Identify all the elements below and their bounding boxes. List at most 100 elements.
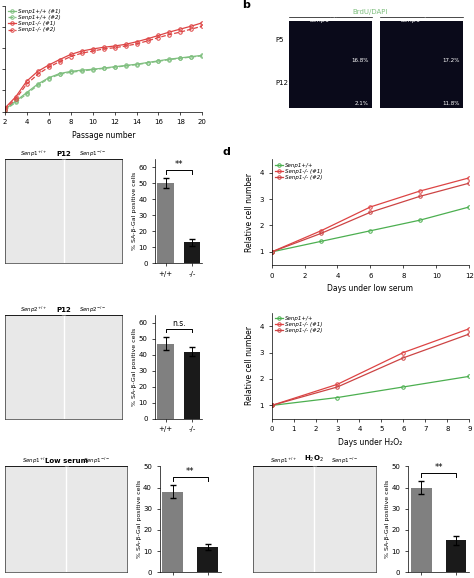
Bar [380,21,463,65]
Senp1-/- (#1) [145,35,150,42]
Senp1+/+ (#1) [2,106,8,113]
Senp1+/+ (#1) [155,57,161,64]
Senp1-/- (#2) [101,46,107,53]
Legend: Senp1+/+, Senp1-/- (#1), Senp1-/- (#2): Senp1+/+, Senp1-/- (#1), Senp1-/- (#2) [274,162,323,180]
Senp1+/+ [401,383,406,390]
Senp1-/- (#1) [200,19,205,26]
Senp1+/+ (#1) [13,98,18,105]
Text: P12: P12 [56,307,71,313]
Senp1-/- (#2) [13,95,18,102]
Senp1+/+ (#1) [134,61,139,68]
Senp1+/+ (#2) [145,60,150,66]
Bar [184,242,201,263]
Text: $Senp1^{+/+}$: $Senp1^{+/+}$ [310,15,340,25]
Senp1-/- (#2) [200,23,205,29]
Senp1-/- (#2) [112,45,118,51]
Text: $Senp1^{-/-}$: $Senp1^{-/-}$ [401,15,431,25]
Senp1+/+ (#1) [24,89,29,96]
Senp1-/- (#1) [35,68,41,75]
Senp1-/- (#2) [417,193,423,200]
Text: **: ** [434,462,443,472]
Senp1+/+ (#2) [46,75,52,82]
Senp1-/- (#1) [57,56,63,63]
Senp1-/- (#1) [90,46,95,53]
Senp1+/+ (#2) [189,54,194,61]
Text: 2.1%: 2.1% [355,101,368,106]
Senp1+/+ (#1) [90,66,95,73]
Text: **: ** [186,467,194,476]
Senp1+/+ (#2) [68,69,73,76]
Line: Senp1+/+ (#1): Senp1+/+ (#1) [3,54,204,112]
Y-axis label: % SA-β-Gal positive cells: % SA-β-Gal positive cells [132,328,137,406]
Senp1-/- (#2) [367,209,373,216]
Senp1+/+ (#2) [79,68,84,75]
Senp1+/+ (#1) [101,65,107,72]
Senp1+/+ (#2) [167,56,173,63]
Senp1-/- (#2) [24,81,29,88]
Senp1-/- (#1) [417,188,423,195]
Senp1-/- (#1) [189,23,194,29]
Text: BrdU/DAPI: BrdU/DAPI [353,9,388,15]
Text: b: b [242,1,250,10]
Senp1-/- (#1) [13,94,18,101]
Senp1-/- (#1) [269,402,274,409]
Line: Senp1-/- (#2): Senp1-/- (#2) [3,24,204,112]
Text: Low serum: Low serum [45,458,88,464]
Senp1+/+ (#1) [123,62,128,69]
Senp1+/+ (#1) [79,66,84,73]
Senp1+/+ [318,238,324,245]
Bar [411,487,432,572]
Senp1+/+ (#1) [200,52,205,59]
Senp1-/- (#1) [318,227,324,234]
Senp1+/+ [466,203,472,210]
Text: $Senp2^{-/-}$: $Senp2^{-/-}$ [79,305,107,315]
Text: n.s.: n.s. [172,318,186,328]
Legend: Senp1+/+ (#1), Senp1+/+ (#2), Senp1-/- (#1), Senp1-/- (#2): Senp1+/+ (#1), Senp1+/+ (#2), Senp1-/- (… [8,9,61,33]
Line: Senp1-/- (#1): Senp1-/- (#1) [3,21,204,110]
Senp1+/+ (#2) [134,61,139,68]
Senp1+/+ (#2) [24,90,29,97]
Bar [157,344,173,418]
Senp1-/- (#2) [2,106,8,113]
X-axis label: Days under low serum: Days under low serum [328,284,413,294]
Senp1+/+ (#2) [90,66,95,73]
Bar [157,183,173,263]
Senp1+/+ [417,217,423,224]
Senp1+/+ (#1) [57,70,63,77]
Senp1-/- (#1) [367,203,373,210]
Senp1+/+ (#1) [145,59,150,66]
Senp1-/- (#2) [189,25,194,32]
Senp1-/- (#2) [123,43,128,50]
Text: $Senp1^{+/+}$: $Senp1^{+/+}$ [22,456,49,466]
Senp1+/+ (#2) [57,71,63,78]
Senp1-/- (#1) [24,77,29,84]
Bar [290,64,373,109]
Senp1-/- (#1) [101,44,107,51]
Senp1-/- (#2) [57,58,63,65]
Y-axis label: % SA-β-Gal positive cells: % SA-β-Gal positive cells [137,480,142,558]
Text: $Senp2^{+/+}$: $Senp2^{+/+}$ [20,305,48,315]
Senp1+/+ (#1) [46,75,52,81]
Y-axis label: Relative cell number: Relative cell number [245,326,254,405]
Senp1+/+ [269,249,274,255]
Line: Senp1-/- (#2): Senp1-/- (#2) [270,332,471,407]
Text: P12: P12 [56,151,71,157]
Senp1-/- (#2) [466,331,472,338]
Senp1+/+ [335,394,340,401]
Senp1+/+ (#2) [123,62,128,69]
Senp1-/- (#2) [79,50,84,57]
X-axis label: Days under H₂O₂: Days under H₂O₂ [338,438,402,447]
Senp1-/- (#2) [35,71,41,78]
X-axis label: Passage number: Passage number [72,131,135,140]
Senp1-/- (#1) [155,32,161,39]
Senp1-/- (#1) [112,43,118,50]
Text: d: d [222,147,230,157]
Senp1+/+ [466,373,472,380]
Senp1-/- (#2) [466,180,472,187]
Senp1+/+ (#2) [101,65,107,72]
Senp1-/- (#1) [79,47,84,54]
Text: 11.8%: 11.8% [442,101,459,106]
Senp1+/+ (#2) [112,64,118,71]
Text: $Senp1^{-/-}$: $Senp1^{-/-}$ [83,456,110,466]
Senp1+/+ (#1) [35,81,41,88]
